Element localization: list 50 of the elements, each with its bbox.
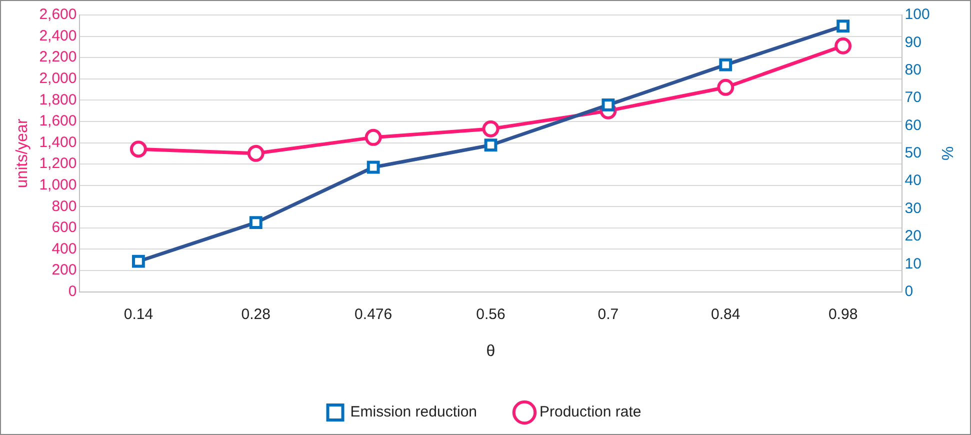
x-tick-label: 0.14: [124, 306, 154, 323]
y-tick-label: 1,800: [39, 91, 77, 108]
y-tick-label: 400: [52, 240, 77, 258]
y-tick-label: 1,600: [39, 112, 77, 130]
y-tick-label: 600: [52, 219, 77, 236]
point: [249, 216, 262, 230]
y-tick-label: 2,000: [39, 70, 77, 88]
y2-tick-label: 30: [904, 200, 922, 217]
point: [717, 78, 734, 96]
point: [484, 138, 498, 152]
x-axis-title: θ: [486, 342, 496, 360]
y2-tick-label: 40: [904, 172, 922, 190]
y2-tick-label: 10: [904, 255, 922, 272]
point: [364, 128, 382, 146]
y-tick-label: 2,600: [39, 6, 77, 24]
y2-tick-label: 80: [904, 62, 922, 78]
y-tick-label: 1,000: [39, 176, 77, 194]
y2-tick-label: 50: [904, 144, 922, 162]
point: [719, 58, 732, 72]
x-tick-label: 0.56: [476, 306, 506, 323]
y2-axis-title: %: [938, 146, 955, 161]
point: [132, 254, 145, 268]
x-tick-label: 0.28: [241, 306, 270, 323]
y-axis-title: units/year: [14, 118, 32, 188]
y2-tick-label: 60: [904, 116, 922, 134]
y2-tick-label: 70: [904, 89, 922, 106]
y2-tick-label: 0: [904, 282, 914, 300]
y-tick-label: 2,400: [39, 27, 77, 44]
point: [834, 37, 852, 54]
point: [130, 140, 147, 158]
x-tick-label: 0.476: [354, 306, 392, 323]
y-tick-label: 1,400: [39, 134, 77, 151]
x-tick-label: 0.98: [828, 306, 858, 323]
y-tick-label: 200: [52, 262, 77, 279]
x-tick-label: 0.84: [711, 306, 740, 323]
y2-tick-label: 90: [904, 34, 922, 51]
y-tick-label: 2,200: [39, 48, 77, 66]
legend-label: Emission reduction: [350, 404, 478, 421]
y-tick-label: 800: [52, 198, 77, 215]
point: [482, 120, 500, 138]
x-tick-label: 0.7: [598, 306, 619, 323]
point: [247, 144, 264, 162]
point: [366, 160, 380, 174]
y2-tick-label: 100: [904, 6, 930, 24]
y-tick-label: 0: [68, 282, 77, 300]
legend-label: Production rate: [540, 404, 642, 421]
y2-tick-label: 20: [904, 228, 922, 245]
point: [602, 98, 615, 112]
point: [836, 20, 850, 33]
y-tick-label: 1,200: [39, 155, 77, 172]
